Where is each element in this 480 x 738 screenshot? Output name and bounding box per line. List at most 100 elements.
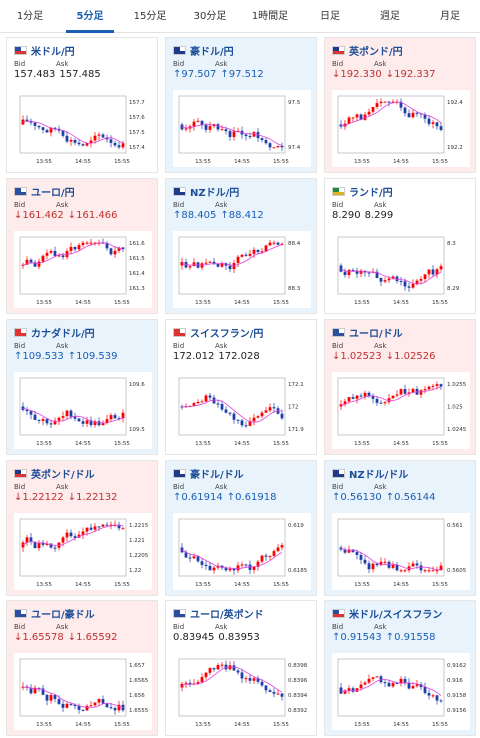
candle-body bbox=[355, 688, 359, 692]
ask-label: Ask bbox=[374, 201, 387, 209]
pair-name[interactable]: 豪ドル/円 bbox=[190, 46, 234, 58]
candlestick-chart[interactable]: 0.619 0.6185 13:55 14:55 15:55 bbox=[173, 513, 311, 590]
y-tick-label: 8.29 bbox=[447, 286, 460, 292]
chart-svg: 161.6 161.5 161.4 161.3 13:55 14:55 15:55 bbox=[19, 236, 145, 306]
card-header: 豪ドル/円 bbox=[173, 44, 234, 58]
candle-body bbox=[200, 677, 204, 683]
candle-body bbox=[407, 113, 411, 118]
pair-name[interactable]: 英ポンド/ドル bbox=[31, 469, 95, 481]
pair-name[interactable]: スイスフラン/円 bbox=[190, 328, 264, 340]
rate-card[interactable]: 豪ドル/ドル Bid Ask ↑0.61914 ↑0.61918 0.619 0.61… bbox=[165, 460, 317, 596]
rate-card[interactable]: ユーロ/ドル Bid Ask ↓1.02523 ↓1.02526 1.0255 1.0… bbox=[324, 319, 476, 455]
candle-body bbox=[49, 423, 53, 425]
candle-body bbox=[121, 704, 125, 711]
pair-name[interactable]: カナダドル/円 bbox=[31, 328, 95, 340]
candle-body bbox=[228, 412, 232, 414]
candle-body bbox=[435, 570, 439, 572]
rate-card[interactable]: ユーロ/円 Bid Ask ↓161.462 ↓161.466 161.6 161.5… bbox=[6, 178, 158, 314]
tab-5[interactable]: 1時間足 bbox=[251, 11, 289, 22]
quote-values: ↓1.02523 ↓1.02526 bbox=[332, 351, 439, 362]
pair-name[interactable]: 英ポンド/円 bbox=[349, 46, 403, 58]
pair-name[interactable]: ユーロ/円 bbox=[31, 187, 75, 199]
ca-flag-icon bbox=[14, 327, 27, 337]
pair-name[interactable]: 豪ドル/ドル bbox=[190, 469, 244, 481]
bid-value: ↓192.330 bbox=[332, 69, 382, 80]
rate-card[interactable]: 英ポンド/ドル Bid Ask ↓1.22122 ↓1.22132 1.2215 1.… bbox=[6, 460, 158, 596]
tab-7[interactable]: 週足 bbox=[380, 11, 400, 22]
tab-8[interactable]: 月足 bbox=[440, 11, 460, 22]
chart-svg: 1.2215 1.221 1.2205 1.22 13:55 14:55 15:55 bbox=[19, 518, 149, 588]
candle-body bbox=[220, 404, 224, 410]
candle-body bbox=[399, 570, 403, 572]
candle-body bbox=[371, 395, 375, 399]
candlestick-chart[interactable]: 109.6 109.5 13:55 14:55 15:55 bbox=[14, 372, 152, 449]
candlestick-chart[interactable]: 0.9162 0.916 0.9158 0.9156 13:55 14:55 15:55 bbox=[332, 653, 470, 730]
tab-6[interactable]: 日足 bbox=[320, 11, 340, 22]
rate-card[interactable]: 米ドル/スイスフラン Bid Ask ↑0.91543 ↑0.91558 0.916… bbox=[324, 600, 476, 736]
candle-body bbox=[220, 565, 224, 568]
candlestick-chart[interactable]: 0.8398 0.8396 0.8394 0.8392 13:55 14:55 15:55 bbox=[173, 653, 311, 730]
candle-body bbox=[276, 145, 280, 148]
tab-4[interactable]: 30分足 bbox=[193, 11, 227, 22]
candle-body bbox=[431, 570, 435, 572]
rate-card[interactable]: カナダドル/円 Bid Ask ↑109.533 ↑109.539 109.6 109… bbox=[6, 319, 158, 455]
candle-body bbox=[69, 703, 73, 705]
candle-body bbox=[268, 407, 272, 411]
candlestick-chart[interactable]: 1.657 1.6565 1.656 1.6555 13:55 14:55 15:55 bbox=[14, 653, 152, 730]
x-tick-label: 15:55 bbox=[432, 582, 448, 588]
candlestick-chart[interactable]: 192.4 192.2 13:55 14:55 15:55 bbox=[332, 90, 470, 167]
rate-card[interactable]: ランド/円 Bid Ask 8.290 8.299 8.3 8.29 13:55 14:5… bbox=[324, 178, 476, 314]
tab-3[interactable]: 15分足 bbox=[133, 11, 167, 22]
tab-1[interactable]: 1分足 bbox=[16, 11, 44, 22]
moving-average-line bbox=[340, 101, 442, 126]
candle-body bbox=[109, 524, 113, 526]
rate-card[interactable]: 豪ドル/円 Bid Ask ↑97.507 ↑97.512 97.5 97.4 13:5… bbox=[165, 37, 317, 173]
candle-body bbox=[113, 250, 117, 255]
candlestick-chart[interactable]: 0.561 0.5605 13:55 14:55 15:55 bbox=[332, 513, 470, 590]
candlestick-chart[interactable]: 97.5 97.4 13:55 14:55 15:55 bbox=[173, 90, 311, 167]
candlestick-chart[interactable]: 1.2215 1.221 1.2205 1.22 13:55 14:55 15:55 bbox=[14, 513, 152, 590]
pair-name[interactable]: 米ドル/円 bbox=[31, 46, 75, 58]
rate-card[interactable]: NZドル/ドル Bid Ask ↑0.56130 ↑0.56144 0.561 0.5… bbox=[324, 460, 476, 596]
pair-name[interactable]: NZドル/円 bbox=[190, 187, 240, 199]
candle-body bbox=[65, 703, 69, 708]
bid-label: Bid bbox=[173, 342, 185, 350]
plot-frame bbox=[19, 377, 127, 436]
au-flag-icon bbox=[173, 468, 186, 478]
bid-value: ↑97.507 bbox=[173, 69, 217, 80]
quote-labels: Bid Ask bbox=[332, 483, 416, 491]
candlestick-chart[interactable]: 161.6 161.5 161.4 161.3 13:55 14:55 15:55 bbox=[14, 231, 152, 308]
rate-card[interactable]: ユーロ/豪ドル Bid Ask ↓1.65578 ↓1.65592 1.657 1.6… bbox=[6, 600, 158, 736]
tab-2[interactable]: 5分足 bbox=[60, 0, 120, 33]
pair-name[interactable]: ユーロ/豪ドル bbox=[31, 609, 95, 621]
rate-card[interactable]: ユーロ/英ポンド Bid Ask 0.83945 0.83953 0.8398 0.8… bbox=[165, 600, 317, 736]
y-tick-label: 0.8398 bbox=[288, 663, 308, 669]
bid-label: Bid bbox=[332, 623, 344, 631]
pair-name[interactable]: ユーロ/ドル bbox=[349, 328, 403, 340]
pair-name[interactable]: ユーロ/英ポンド bbox=[190, 609, 264, 621]
candle-body bbox=[208, 395, 212, 398]
candlestick-chart[interactable]: 88.4 88.3 13:55 14:55 15:55 bbox=[173, 231, 311, 308]
rate-card[interactable]: スイスフラン/円 Bid Ask 172.012 172.028 172.1 172 1… bbox=[165, 319, 317, 455]
candlestick-chart[interactable]: 1.0255 1.025 1.0245 13:55 14:55 15:55 bbox=[332, 372, 470, 449]
pair-name[interactable]: 米ドル/スイスフラン bbox=[349, 609, 443, 621]
chart-svg: 97.5 97.4 13:55 14:55 15:55 bbox=[178, 95, 301, 165]
candlestick-chart[interactable]: 172.1 172 171.9 13:55 14:55 15:55 bbox=[173, 372, 311, 449]
pair-name[interactable]: ランド/円 bbox=[349, 187, 393, 199]
candlestick-chart[interactable]: 157.7 157.6 157.5 157.4 13:55 14:55 15:55 bbox=[14, 90, 152, 167]
candle-body bbox=[280, 545, 284, 548]
rate-card[interactable]: 英ポンド/円 Bid Ask ↓192.330 ↓192.337 192.4 192.… bbox=[324, 37, 476, 173]
rate-card[interactable]: NZドル/円 Bid Ask ↑88.405 ↑88.412 88.4 88.3 13:… bbox=[165, 178, 317, 314]
candle-body bbox=[65, 410, 69, 417]
candle-body bbox=[73, 139, 77, 143]
pair-name[interactable]: NZドル/ドル bbox=[349, 469, 409, 481]
x-tick-label: 15:55 bbox=[273, 159, 289, 165]
rate-card[interactable]: 米ドル/円 Bid Ask 157.483 157.485 157.7 157.6 15… bbox=[6, 37, 158, 173]
candle-body bbox=[395, 276, 399, 282]
candlestick-chart[interactable]: 8.3 8.29 13:55 14:55 15:55 bbox=[332, 231, 470, 308]
x-tick-label: 14:55 bbox=[75, 441, 91, 447]
candle-body bbox=[212, 668, 216, 670]
candle-body bbox=[339, 124, 343, 127]
candle-body bbox=[220, 129, 224, 131]
candle-body bbox=[41, 127, 45, 131]
